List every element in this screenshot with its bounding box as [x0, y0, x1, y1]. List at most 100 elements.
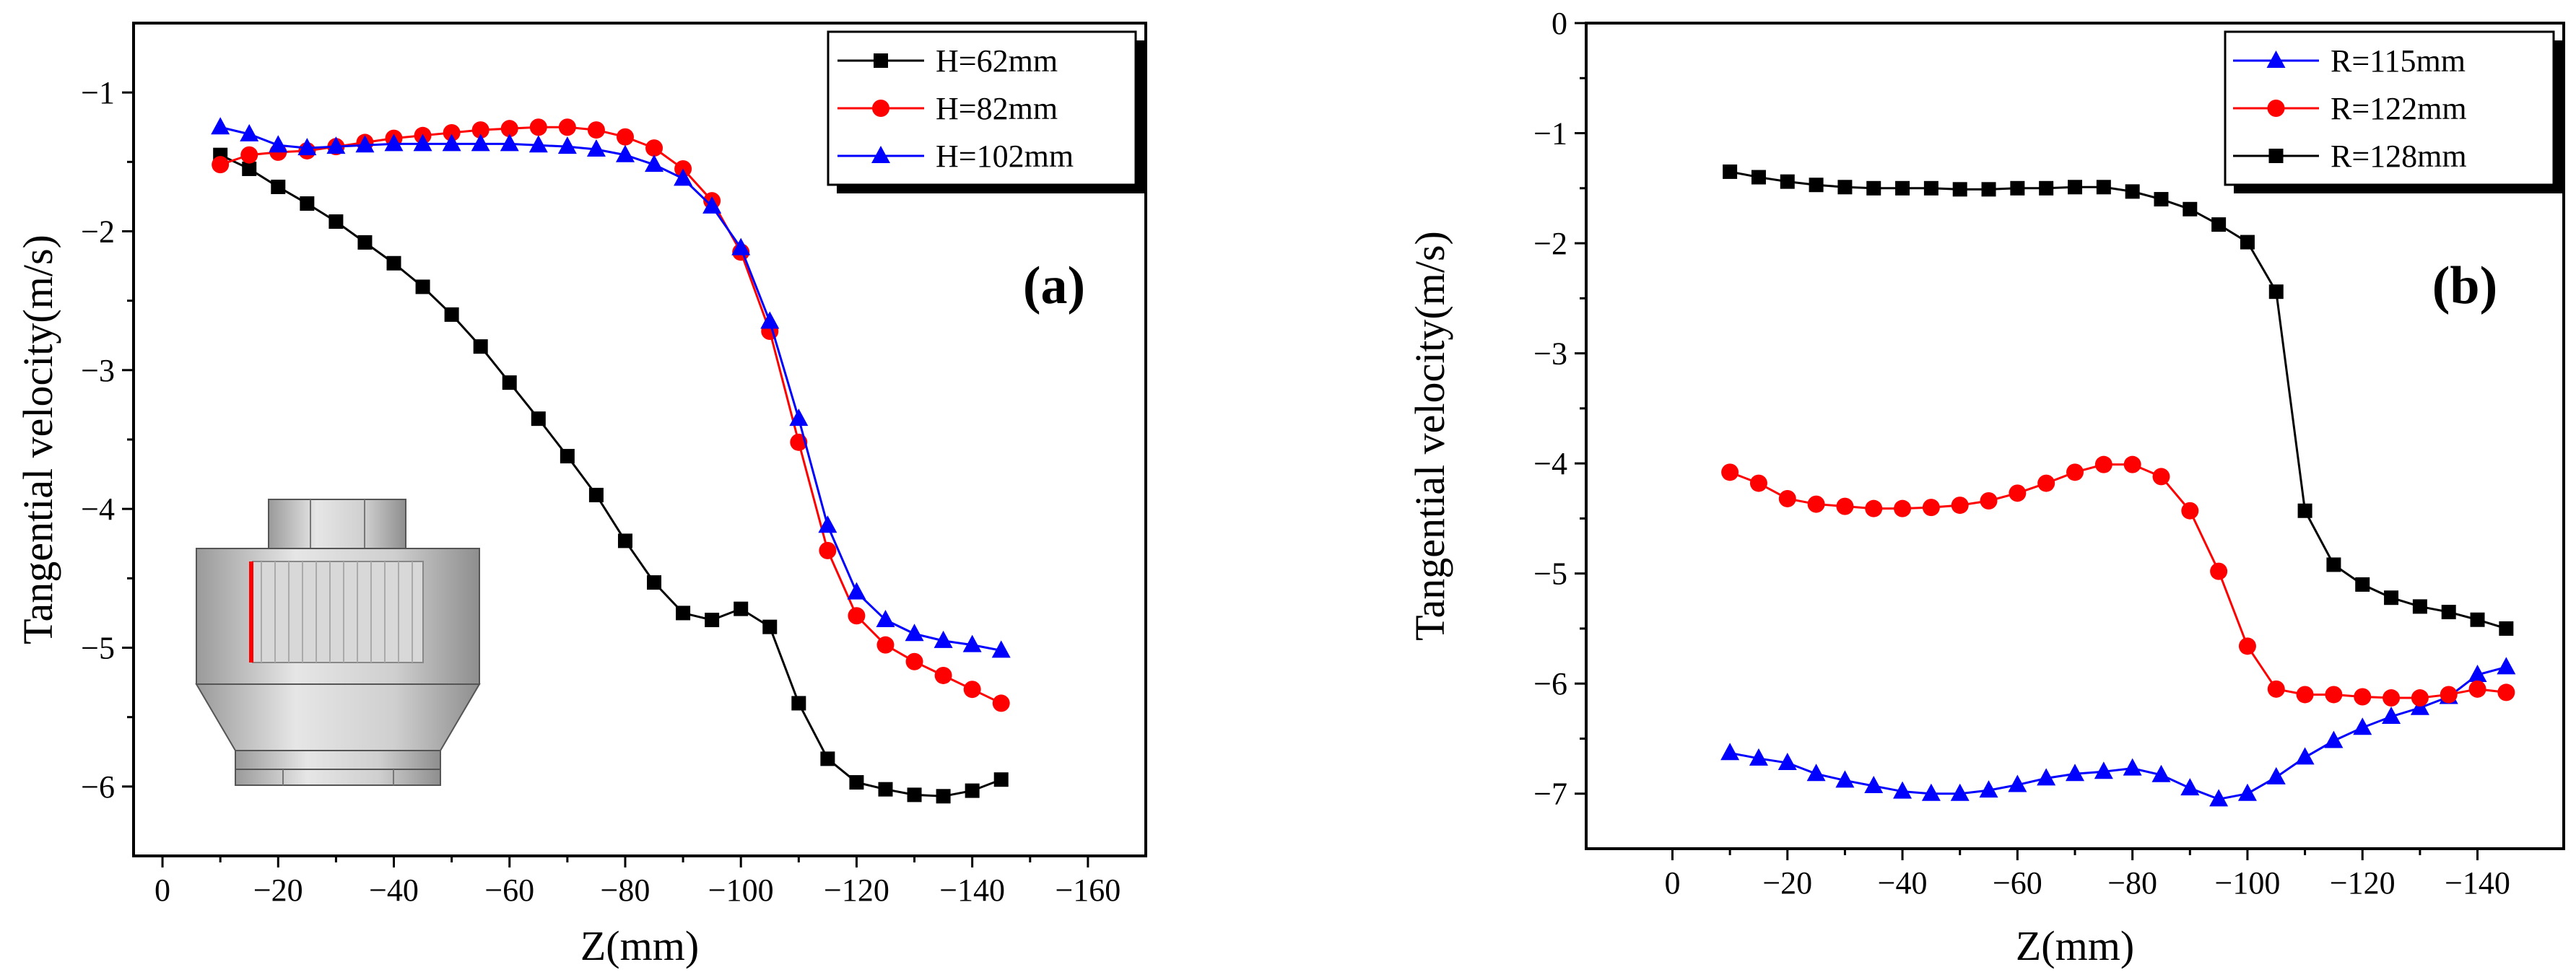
data-point [1981, 182, 1996, 197]
legend-marker [871, 146, 890, 163]
x-tick-label: −80 [601, 873, 650, 908]
data-point [2096, 180, 2111, 195]
chart-panel-a: 0 −20 −40 −60 −80 −100 −120 −140 −160 −1 −2 −3 −4 −5 −… [14, 22, 1147, 969]
data-point [240, 146, 258, 164]
y-tick-label: −3 [81, 353, 115, 388]
data-point [1894, 499, 1912, 517]
legend-label: R=115mm [2331, 43, 2466, 79]
data-point [963, 681, 981, 699]
y-tick-label: −7 [1533, 777, 1567, 812]
y-tick-label: −5 [81, 631, 115, 666]
data-point [789, 408, 809, 427]
data-point [2324, 730, 2344, 748]
x-tick-label: −120 [824, 873, 889, 908]
data-point [905, 624, 924, 642]
legend-label: R=122mm [2331, 91, 2467, 126]
data-point [1865, 499, 1883, 517]
data-point [531, 411, 546, 427]
y-tick-label: −1 [1533, 116, 1567, 152]
inset-ring [235, 769, 441, 786]
x-tick-label: −140 [2445, 865, 2510, 901]
data-point [1950, 783, 1970, 801]
data-point [2297, 503, 2312, 518]
data-point [965, 783, 980, 798]
panel-label: (b) [2432, 256, 2497, 315]
data-point [1749, 748, 1768, 766]
x-tick-label: −160 [1055, 873, 1121, 908]
data-point [560, 449, 575, 464]
data-point [2008, 774, 2027, 792]
data-point [2411, 689, 2429, 707]
data-point [617, 533, 632, 548]
data-point [557, 136, 577, 154]
data-point [2354, 688, 2372, 706]
data-point [936, 789, 951, 804]
data-point [820, 751, 835, 766]
data-point [2152, 468, 2170, 486]
data-point [2238, 637, 2256, 655]
data-point [2268, 284, 2284, 300]
data-point [1780, 174, 1795, 189]
inset-ring [235, 750, 441, 770]
legend: H=62mm H=82mm H=102mm [827, 30, 1144, 193]
data-point [734, 601, 749, 616]
panel-label: (a) [1023, 256, 1085, 315]
data-point [645, 154, 664, 172]
data-point [1980, 491, 1998, 510]
y-tick-label: −3 [1533, 336, 1567, 372]
data-point [2094, 761, 2113, 779]
data-point [2497, 683, 2515, 701]
x-tick-label: −20 [253, 873, 303, 908]
cyclone-model-icon [195, 499, 481, 786]
data-point [934, 666, 952, 684]
data-point [212, 156, 230, 174]
data-point [2151, 764, 2171, 782]
data-point [1720, 743, 1740, 761]
legend-marker [872, 100, 889, 117]
data-point [269, 135, 288, 153]
data-point [849, 775, 864, 790]
x-tick-label: −140 [939, 873, 1005, 908]
data-point [271, 179, 286, 194]
data-point [2499, 621, 2514, 636]
x-tick-label: −100 [708, 873, 774, 908]
data-point [992, 694, 1010, 712]
data-point [1893, 781, 1913, 799]
x-tick-label: −60 [1993, 865, 2042, 901]
y-tick-label: −4 [1533, 446, 1567, 481]
data-point [1777, 753, 1797, 771]
chart-panel-b: 0 −20 −40 −60 −80 −100 −120 −140 0 −1 −2 −3 −4 −5 −6 −7… [1406, 6, 2565, 969]
data-point [500, 134, 519, 152]
y-tick-label: −4 [81, 491, 115, 527]
x-tick-label: −20 [1762, 865, 1812, 901]
data-point [2039, 180, 2054, 196]
data-point [818, 515, 837, 533]
data-point [2210, 562, 2228, 580]
inset-cone [195, 683, 481, 751]
legend-label: H=102mm [936, 139, 1074, 174]
data-point [2412, 599, 2427, 614]
data-point [907, 787, 922, 803]
data-point [2355, 577, 2370, 592]
data-point [962, 634, 982, 652]
x-tick-label: −120 [2330, 865, 2396, 901]
data-point [386, 255, 401, 271]
data-point [905, 652, 923, 670]
data-point [1922, 499, 1940, 517]
data-point [471, 121, 489, 139]
data-point [1923, 180, 1938, 196]
data-point [731, 237, 751, 255]
data-point [1895, 180, 1910, 196]
series-r-115mm [1720, 657, 2516, 807]
data-point [443, 123, 461, 141]
data-point [2066, 463, 2084, 481]
data-point [760, 311, 780, 329]
data-point [1778, 489, 1796, 507]
data-point [1806, 764, 1826, 782]
data-point [1864, 776, 1884, 794]
data-point [2497, 657, 2516, 675]
y-tick-label: −6 [81, 769, 115, 805]
data-point [1807, 495, 1825, 513]
data-point [2468, 664, 2487, 682]
data-point [2180, 778, 2200, 796]
